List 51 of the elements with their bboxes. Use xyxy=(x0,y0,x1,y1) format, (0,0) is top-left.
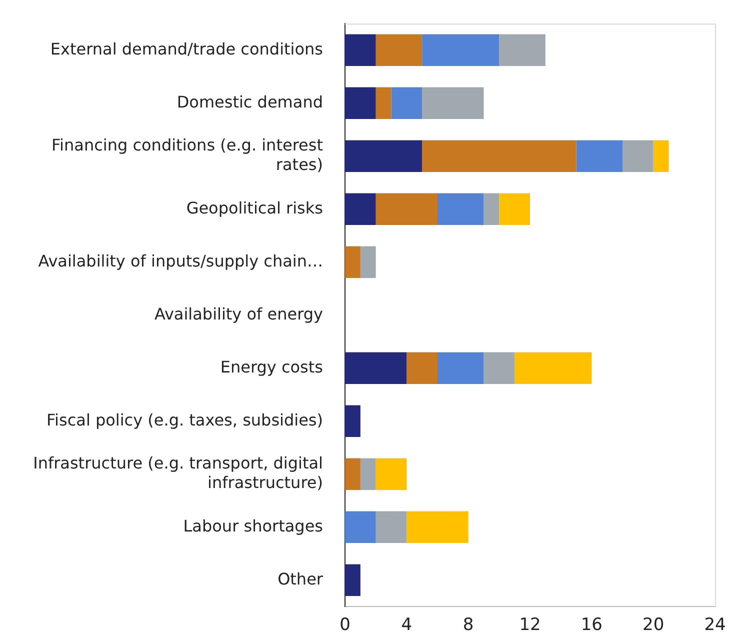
bar xyxy=(345,564,360,596)
bar xyxy=(438,193,484,225)
bar xyxy=(406,511,468,543)
bar xyxy=(406,352,438,384)
bar xyxy=(376,193,438,225)
y-tick-label: Financing conditions (e.g. interest rates) xyxy=(52,136,323,174)
x-tick-label: 4 xyxy=(401,615,412,636)
x-tick-label: 12 xyxy=(519,615,541,636)
bar xyxy=(345,34,376,66)
y-tick-label: Labour shortages xyxy=(183,516,323,536)
y-tick-label: External demand/trade conditions xyxy=(50,39,323,58)
y-tick-label: Infrastructure (e.g. transport, digital infrastructure) xyxy=(33,454,323,492)
bar xyxy=(576,140,622,172)
bar xyxy=(484,193,500,225)
x-tick-label: 16 xyxy=(580,615,602,636)
bar xyxy=(345,87,376,119)
bar xyxy=(345,352,407,384)
bar xyxy=(376,87,392,119)
bar xyxy=(360,458,376,490)
bar xyxy=(345,405,360,437)
bar xyxy=(422,34,500,66)
y-tick-label: Geopolitical risks xyxy=(186,198,323,218)
bar xyxy=(345,246,360,278)
bar xyxy=(376,458,407,490)
y-tick-label: Other xyxy=(278,569,324,588)
y-tick-label: Energy costs xyxy=(220,357,323,376)
bar xyxy=(499,193,530,225)
bar xyxy=(345,140,422,172)
x-tick-label: 20 xyxy=(642,615,664,636)
y-tick-label: Fiscal policy (e.g. taxes, subsidies) xyxy=(46,410,323,430)
x-tick-label: 24 xyxy=(704,615,726,636)
bar xyxy=(345,458,360,490)
bar xyxy=(345,193,376,225)
bar xyxy=(422,140,576,172)
bar xyxy=(376,34,422,66)
x-tick-label: 8 xyxy=(462,615,474,636)
y-tick-label: Domestic demand xyxy=(176,92,323,112)
bar xyxy=(360,246,376,278)
bar xyxy=(622,140,654,172)
bar xyxy=(438,352,484,384)
x-tick-label: 0 xyxy=(340,615,350,636)
bar xyxy=(484,352,515,384)
bar xyxy=(376,511,407,543)
bar xyxy=(514,352,592,384)
bar xyxy=(345,511,376,543)
bar xyxy=(653,140,669,172)
y-tick-label: Availability of energy xyxy=(154,304,323,324)
y-tick-label: Availability of inputs/supply chain… xyxy=(38,251,323,270)
bar xyxy=(422,87,484,119)
bar xyxy=(499,34,546,66)
bar xyxy=(391,87,422,119)
